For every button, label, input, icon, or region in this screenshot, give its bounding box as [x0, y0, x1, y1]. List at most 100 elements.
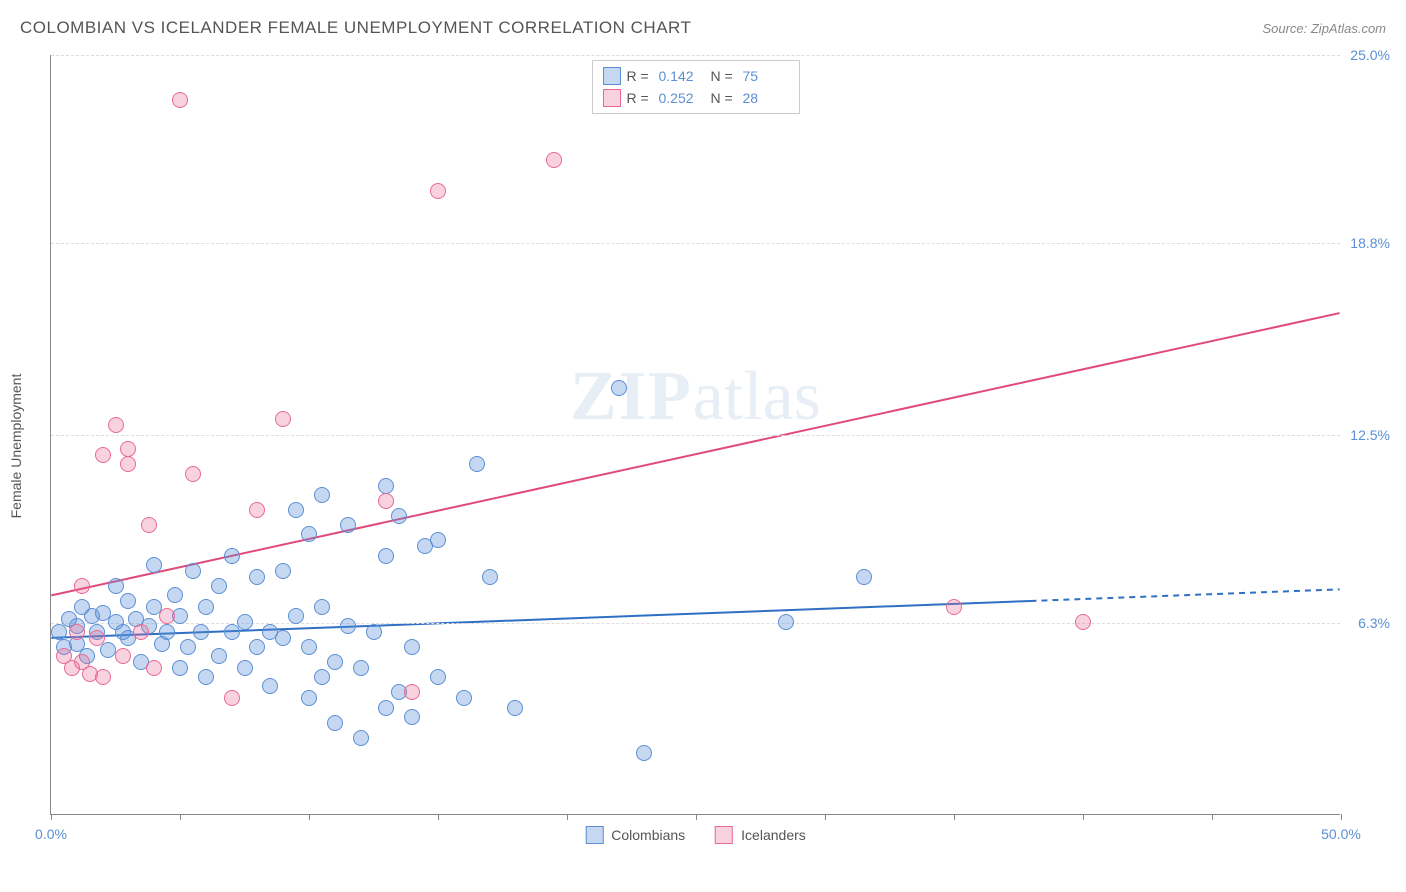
data-point	[327, 654, 343, 670]
x-tick	[954, 814, 955, 820]
chart-container: COLOMBIAN VS ICELANDER FEMALE UNEMPLOYME…	[0, 0, 1406, 892]
data-point	[180, 639, 196, 655]
chart-source: Source: ZipAtlas.com	[1262, 21, 1386, 36]
x-tick	[1341, 814, 1342, 820]
gridline	[51, 435, 1340, 436]
n-label: N =	[711, 68, 737, 84]
data-point	[301, 639, 317, 655]
x-tick	[438, 814, 439, 820]
data-point	[546, 152, 562, 168]
data-point	[275, 630, 291, 646]
x-tick-label: 0.0%	[35, 826, 67, 842]
data-point	[159, 624, 175, 640]
data-point	[456, 690, 472, 706]
colombians-swatch-icon	[585, 826, 603, 844]
data-point	[211, 578, 227, 594]
data-point	[353, 660, 369, 676]
data-point	[946, 599, 962, 615]
data-point	[167, 587, 183, 603]
icelanders-swatch-icon	[715, 826, 733, 844]
data-point	[262, 678, 278, 694]
trend-line-solid	[51, 313, 1339, 595]
data-point	[378, 548, 394, 564]
chart-header: COLOMBIAN VS ICELANDER FEMALE UNEMPLOYME…	[20, 18, 1386, 38]
data-point	[211, 648, 227, 664]
data-point	[69, 624, 85, 640]
correlation-legend: R = 0.142 N = 75 R = 0.252 N = 28	[592, 60, 800, 114]
legend-item-colombians: Colombians	[585, 826, 685, 844]
n-label: N =	[711, 90, 737, 106]
data-point	[469, 456, 485, 472]
data-point	[340, 517, 356, 533]
data-point	[353, 730, 369, 746]
data-point	[249, 502, 265, 518]
data-point	[100, 642, 116, 658]
r-label: R =	[627, 90, 653, 106]
y-tick-label: 25.0%	[1345, 47, 1390, 63]
data-point	[237, 660, 253, 676]
data-point	[275, 563, 291, 579]
data-point	[120, 593, 136, 609]
data-point	[95, 669, 111, 685]
data-point	[133, 624, 149, 640]
data-point	[74, 578, 90, 594]
data-point	[159, 608, 175, 624]
data-point	[185, 466, 201, 482]
data-point	[224, 690, 240, 706]
data-point	[430, 183, 446, 199]
data-point	[115, 648, 131, 664]
data-point	[778, 614, 794, 630]
data-point	[366, 624, 382, 640]
data-point	[249, 569, 265, 585]
data-point	[611, 380, 627, 396]
data-point	[275, 411, 291, 427]
data-point	[314, 599, 330, 615]
y-tick-label: 12.5%	[1345, 427, 1390, 443]
legend-label-colombians: Colombians	[611, 827, 685, 843]
data-point	[404, 709, 420, 725]
data-point	[198, 599, 214, 615]
gridline	[51, 55, 1340, 56]
trend-line-dashed	[1030, 589, 1339, 601]
x-tick-label: 50.0%	[1321, 826, 1361, 842]
data-point	[404, 639, 420, 655]
x-tick	[1083, 814, 1084, 820]
correlation-row-icelanders: R = 0.252 N = 28	[603, 87, 789, 109]
data-point	[327, 715, 343, 731]
legend-item-icelanders: Icelanders	[715, 826, 806, 844]
data-point	[288, 608, 304, 624]
data-point	[430, 669, 446, 685]
data-point	[856, 569, 872, 585]
data-point	[146, 660, 162, 676]
data-point	[314, 487, 330, 503]
y-tick-label: 6.3%	[1345, 615, 1390, 631]
data-point	[95, 447, 111, 463]
icelanders-swatch	[603, 89, 621, 107]
data-point	[108, 578, 124, 594]
correlation-row-colombians: R = 0.142 N = 75	[603, 65, 789, 87]
data-point	[507, 700, 523, 716]
data-point	[146, 557, 162, 573]
data-point	[224, 548, 240, 564]
data-point	[301, 690, 317, 706]
data-point	[288, 502, 304, 518]
data-point	[249, 639, 265, 655]
data-point	[89, 630, 105, 646]
series-legend: Colombians Icelanders	[585, 826, 806, 844]
data-point	[378, 700, 394, 716]
data-point	[172, 660, 188, 676]
legend-label-icelanders: Icelanders	[741, 827, 806, 843]
data-point	[404, 684, 420, 700]
data-point	[172, 92, 188, 108]
data-point	[391, 508, 407, 524]
data-point	[120, 456, 136, 472]
r-label: R =	[627, 68, 653, 84]
x-tick	[309, 814, 310, 820]
data-point	[193, 624, 209, 640]
data-point	[198, 669, 214, 685]
data-point	[301, 526, 317, 542]
data-point	[482, 569, 498, 585]
x-tick	[51, 814, 52, 820]
data-point	[430, 532, 446, 548]
r-value-icelanders: 0.252	[659, 90, 705, 106]
